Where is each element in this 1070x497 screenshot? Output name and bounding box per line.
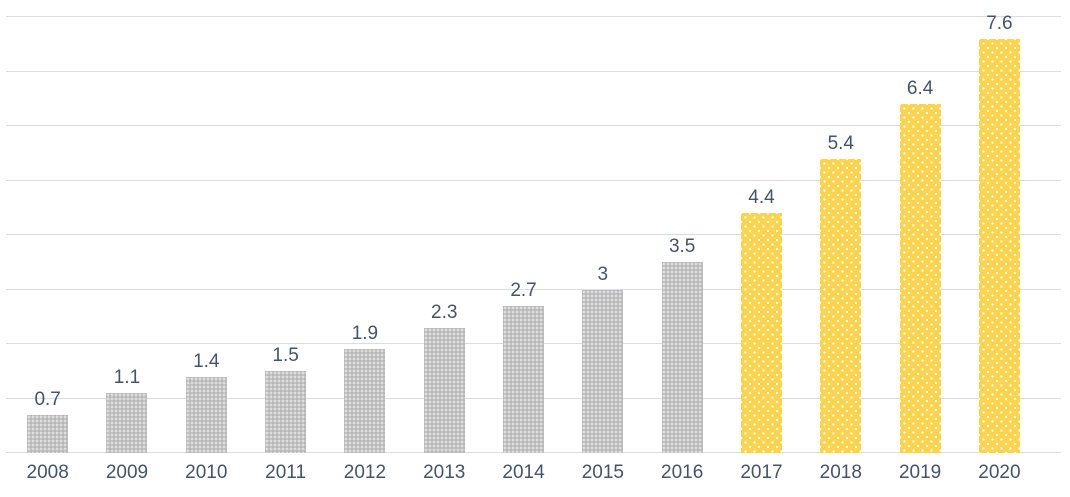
bar-2008 xyxy=(27,414,69,453)
bar-column-2010: 1.4 xyxy=(167,0,246,453)
x-axis-label-2020: 2020 xyxy=(978,462,1021,483)
x-axis-label-2013: 2013 xyxy=(423,462,466,483)
bar-column-2012: 1.9 xyxy=(325,0,404,453)
gridline xyxy=(6,179,1061,181)
bar-value-label: 4.4 xyxy=(748,187,775,209)
bar-2016 xyxy=(661,262,703,453)
bar-column-2009: 1.1 xyxy=(87,0,166,453)
gridline xyxy=(6,125,1061,126)
bar-column-2015: 3 xyxy=(563,0,642,453)
bar-2012 xyxy=(344,349,386,453)
bar-2014 xyxy=(503,305,545,453)
bar-value-label: 2.7 xyxy=(510,279,537,301)
gridline xyxy=(6,288,1061,290)
x-axis-label-2011: 2011 xyxy=(265,462,307,483)
bar-value-label: 0.7 xyxy=(34,388,61,410)
bar-2009 xyxy=(106,393,148,453)
gridline xyxy=(6,70,1061,72)
bar-value-label: 6.4 xyxy=(906,78,934,100)
bar-2019 xyxy=(899,104,941,453)
bar-2020 xyxy=(978,38,1020,453)
bar-value-label: 3 xyxy=(597,263,609,285)
bar-column-2019: 6.4 xyxy=(880,0,959,453)
bar-value-label: 1.5 xyxy=(272,345,299,367)
x-axis-label-2009: 2009 xyxy=(105,462,149,483)
bar-value-label: 1.4 xyxy=(193,350,220,372)
bars-layer: 0.7 1.1 1.4 1.5 1.9 2.3 2.7 3 3.5 4.4 5.4 6.4 7.6 xyxy=(8,0,1039,453)
bar-value-label: 2.3 xyxy=(431,301,458,323)
x-axis-label-2018: 2018 xyxy=(819,462,862,483)
bar-column-2017: 4.4 xyxy=(722,0,801,453)
bar-2017 xyxy=(740,213,782,453)
bar-value-label: 3.5 xyxy=(668,236,696,258)
bar-value-label: 5.4 xyxy=(827,132,854,154)
bar-2013 xyxy=(423,327,465,453)
bar-2018 xyxy=(820,158,862,453)
x-axis-label-2010: 2010 xyxy=(185,462,228,483)
x-axis-label-2014: 2014 xyxy=(502,462,545,483)
x-axis-label-2016: 2016 xyxy=(661,462,704,483)
bar-column-2008: 0.7 xyxy=(8,0,87,453)
x-axis-label-2017: 2017 xyxy=(740,462,783,483)
bar-column-2014: 2.7 xyxy=(484,0,563,453)
bar-column-2016: 3.5 xyxy=(643,0,722,453)
bar-column-2018: 5.4 xyxy=(801,0,880,453)
bar-value-label: 7.6 xyxy=(986,12,1013,34)
x-axis-labels: 2008 2009 2010 2011 2012 2013 2014 2015 2016 2017… xyxy=(8,461,1039,485)
bar-column-2020: 7.6 xyxy=(960,0,1039,453)
bar-2010 xyxy=(185,376,227,453)
bar-2011 xyxy=(265,371,307,453)
x-axis-label-2015: 2015 xyxy=(581,462,624,483)
gridline xyxy=(6,234,1061,235)
x-axis-label-2008: 2008 xyxy=(26,462,69,483)
x-axis-label-2012: 2012 xyxy=(343,462,387,483)
bar-column-2011: 1.5 xyxy=(246,0,325,453)
bar-column-2013: 2.3 xyxy=(405,0,484,453)
bar-2015 xyxy=(582,289,624,453)
bar-value-label: 1.1 xyxy=(113,367,141,389)
x-axis-label-2019: 2019 xyxy=(898,462,942,483)
bar-value-label: 1.9 xyxy=(351,323,379,345)
gridline xyxy=(6,16,1061,17)
